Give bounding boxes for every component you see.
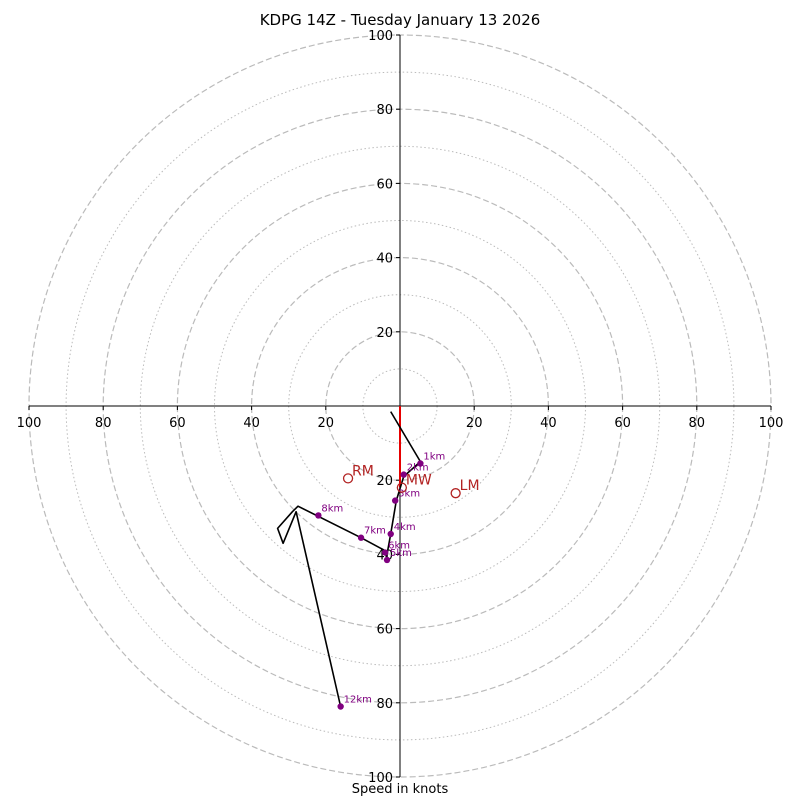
height-marker bbox=[337, 703, 344, 710]
x-tick-label: 80 bbox=[95, 416, 112, 431]
x-tick-label: 80 bbox=[689, 416, 706, 431]
height-marker bbox=[391, 497, 399, 504]
x-tick-label: 100 bbox=[759, 416, 784, 431]
height-marker bbox=[387, 530, 394, 538]
height-marker bbox=[315, 512, 322, 519]
y-tick-label: 100 bbox=[368, 771, 393, 786]
storm-motion-label: MW bbox=[406, 473, 432, 489]
height-marker bbox=[417, 460, 424, 467]
height-marker bbox=[357, 534, 365, 541]
height-marker-label: 5km bbox=[390, 548, 412, 559]
height-marker bbox=[381, 549, 389, 556]
x-axis-label: Speed in knots bbox=[351, 782, 449, 797]
storm-motion-label: LM bbox=[460, 478, 480, 494]
height-marker-label: 8km bbox=[321, 503, 343, 514]
x-tick-label: 20 bbox=[466, 416, 483, 431]
x-tick-label: 20 bbox=[318, 416, 335, 431]
y-tick-label: 100 bbox=[368, 29, 393, 44]
height-marker-label: 3km bbox=[398, 489, 420, 500]
x-tick-label: 100 bbox=[17, 416, 42, 431]
y-tick-label: 20 bbox=[376, 326, 393, 341]
height-marker-label: 6km bbox=[388, 541, 410, 552]
height-marker-label: 7km bbox=[364, 526, 386, 537]
storm-motion-label: RM bbox=[352, 463, 374, 479]
height-marker-label: 12km bbox=[344, 695, 372, 706]
height-marker-label: 1km bbox=[423, 452, 445, 463]
y-tick-label: 20 bbox=[376, 474, 393, 489]
y-tick-label: 60 bbox=[376, 623, 393, 638]
x-tick-label: 40 bbox=[243, 416, 260, 431]
hodograph-trace bbox=[276, 411, 422, 707]
storm-motion-marker bbox=[342, 473, 354, 484]
y-tick-label: 40 bbox=[376, 252, 393, 267]
height-marker bbox=[400, 471, 407, 478]
chart-title: KDPG 14Z - Tuesday January 13 2026 bbox=[259, 11, 541, 29]
y-tick-label: 80 bbox=[376, 103, 393, 118]
height-marker-label: 4km bbox=[394, 522, 416, 533]
x-tick-label: 40 bbox=[540, 416, 557, 431]
height-marker bbox=[383, 556, 391, 564]
storm-motion-marker bbox=[450, 488, 461, 499]
storm-motion-marker bbox=[396, 482, 408, 493]
y-tick-label: 80 bbox=[376, 697, 393, 712]
height-marker-label: 2km bbox=[407, 463, 429, 474]
y-tick-label: 60 bbox=[376, 177, 393, 192]
x-tick-label: 60 bbox=[614, 416, 631, 431]
x-tick-label: 60 bbox=[169, 416, 186, 431]
